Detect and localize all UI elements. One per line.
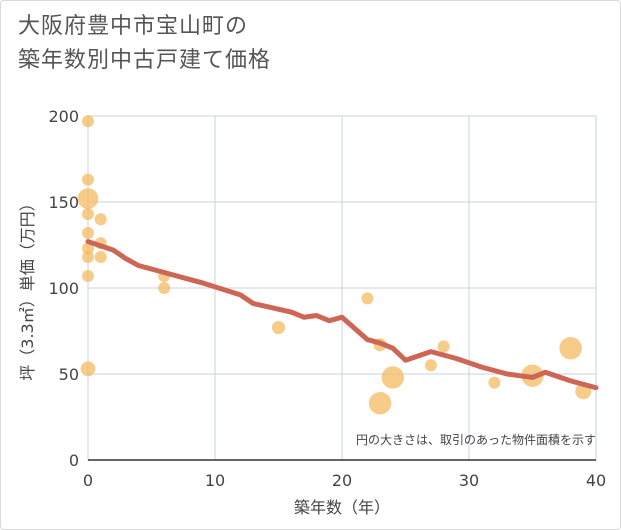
- data-bubble: [80, 361, 96, 377]
- data-bubble: [82, 242, 94, 255]
- y-tick-label: 100: [48, 279, 79, 298]
- data-bubble: [94, 251, 107, 264]
- tick-labels: 0 50 100 150 200 0 10 20 30 40: [48, 107, 606, 490]
- data-bubble: [368, 392, 392, 415]
- x-tick-label: 40: [586, 471, 606, 490]
- y-tick-label: 150: [48, 193, 79, 212]
- y-axis-label: 坪（3.3㎡）単価（万円）: [18, 195, 37, 380]
- x-tick-label: 0: [83, 471, 93, 490]
- data-bubble: [82, 226, 94, 239]
- data-bubble: [559, 336, 582, 360]
- chart-title-line1: 大阪府豊中市宝山町の: [18, 14, 249, 39]
- x-tick-label: 10: [205, 471, 225, 490]
- data-bubble: [361, 292, 374, 305]
- data-bubble: [488, 376, 501, 389]
- y-tick-label: 50: [59, 365, 79, 384]
- data-bubble: [82, 208, 94, 221]
- chart-title-line2: 築年数別中古戸建て価格: [18, 48, 272, 73]
- data-bubble: [158, 282, 171, 294]
- data-bubble: [82, 173, 94, 186]
- data-bubble: [82, 269, 94, 282]
- data-bubble: [94, 213, 107, 226]
- data-bubble: [271, 320, 286, 335]
- average-price-line: [85, 239, 599, 391]
- data-bubble: [381, 366, 405, 389]
- x-tick-label: 20: [332, 471, 352, 490]
- data-bubble: [424, 359, 437, 372]
- data-bubble: [82, 251, 94, 264]
- y-tick-label: 0: [69, 451, 79, 470]
- chart-title: 大阪府豊中市宝山町の 築年数別中古戸建て価格: [18, 10, 271, 78]
- x-tick-label: 30: [459, 471, 479, 490]
- bubble-series: [77, 115, 592, 415]
- average-line-series: [85, 239, 599, 391]
- data-bubble: [437, 340, 450, 353]
- x-axis-label: 築年数（年）: [294, 498, 390, 517]
- data-bubble: [77, 188, 99, 209]
- y-tick-label: 200: [48, 107, 79, 126]
- data-bubble: [82, 115, 94, 128]
- bubble-size-note: 円の大きさは、取引のあった物件面積を示す: [356, 432, 596, 447]
